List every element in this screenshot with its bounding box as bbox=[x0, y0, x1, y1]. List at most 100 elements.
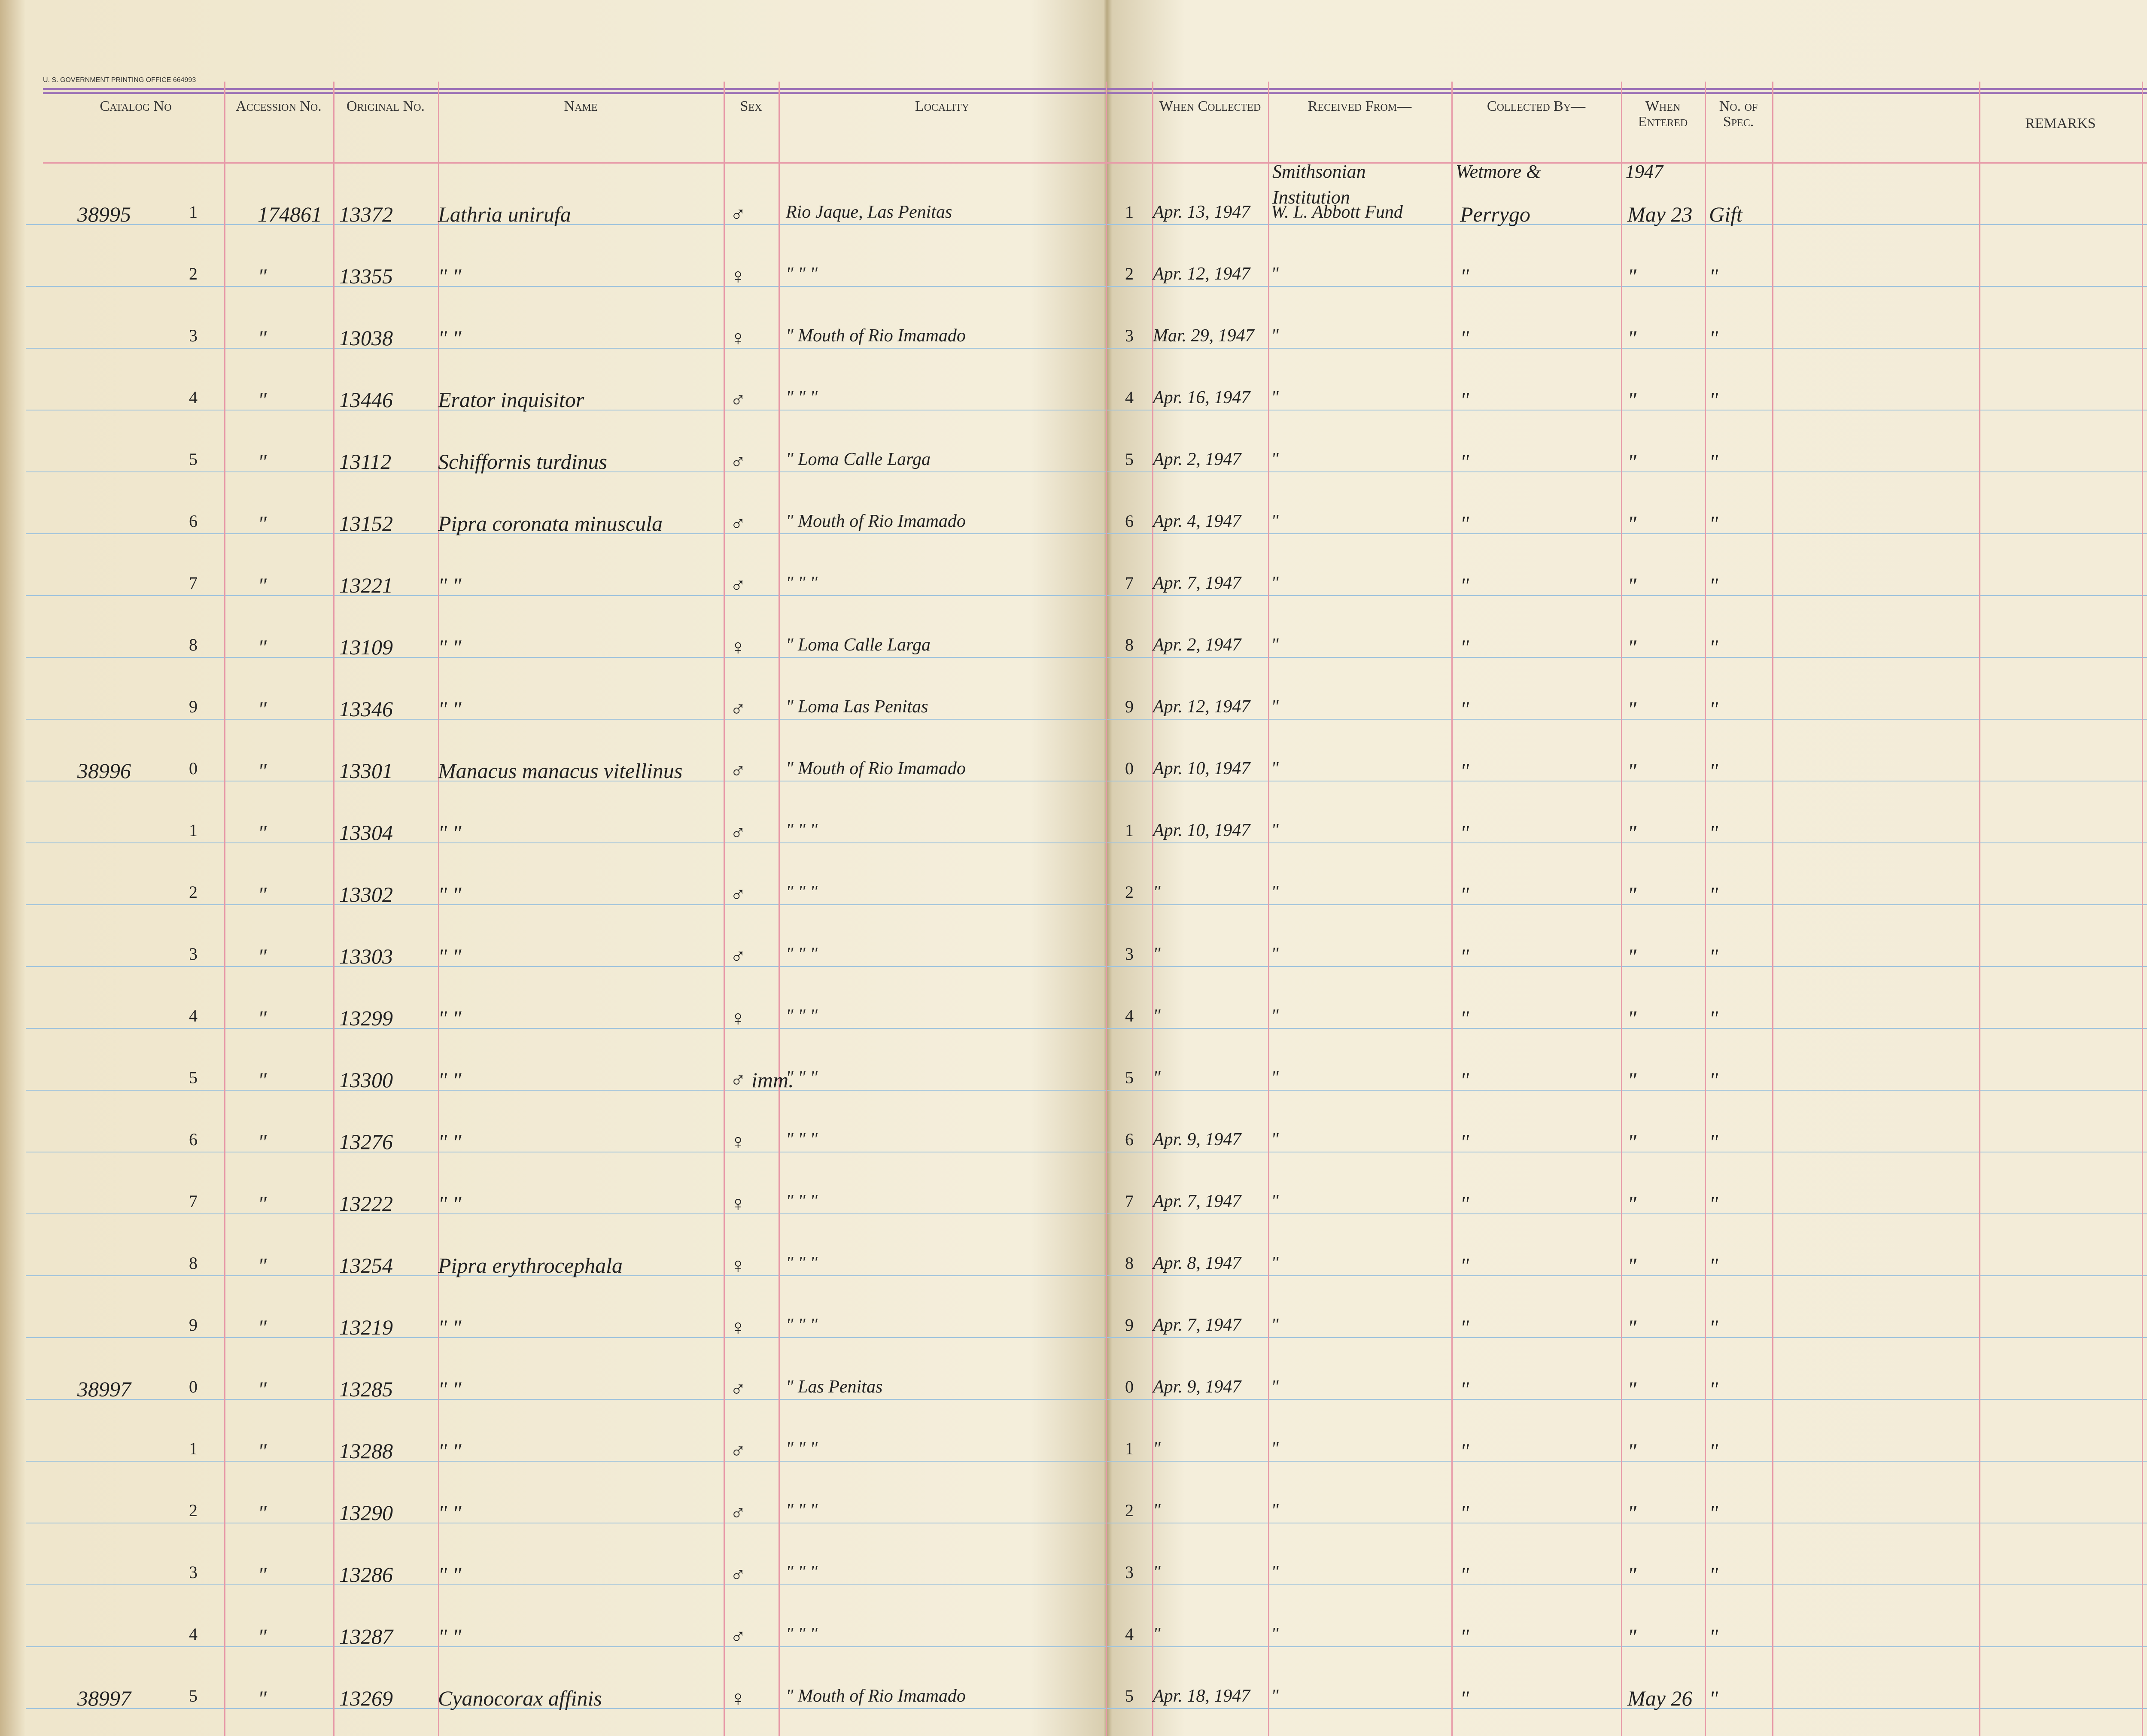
accession: " bbox=[258, 1192, 267, 1216]
collected: Apr. 7, 1947 bbox=[1153, 1192, 1241, 1211]
column-rule bbox=[724, 82, 725, 1736]
collected: Apr. 10, 1947 bbox=[1153, 821, 1250, 840]
collected: Apr. 2, 1947 bbox=[1153, 635, 1241, 655]
collected-by: " bbox=[1460, 1377, 1469, 1401]
spec: " bbox=[1709, 944, 1718, 968]
sex: ♂ bbox=[730, 821, 746, 845]
original: 13355 bbox=[339, 264, 393, 288]
received: " bbox=[1271, 326, 1279, 346]
received: " bbox=[1271, 635, 1279, 655]
locality: " " " bbox=[786, 1501, 818, 1520]
original: 13446 bbox=[339, 388, 393, 412]
digit: 4 bbox=[189, 388, 198, 407]
sex: ♂ bbox=[730, 1624, 746, 1648]
collected-by: " bbox=[1460, 1563, 1469, 1587]
collected: Apr. 9, 1947 bbox=[1153, 1377, 1241, 1397]
column-rule bbox=[1621, 82, 1622, 1736]
collected-by: " bbox=[1460, 1315, 1469, 1339]
collected: " bbox=[1153, 882, 1161, 902]
entered: " bbox=[1627, 635, 1636, 659]
collected-by: " bbox=[1460, 759, 1469, 783]
received: " bbox=[1271, 1439, 1279, 1459]
received: " bbox=[1271, 1315, 1279, 1335]
original: 13222 bbox=[339, 1192, 393, 1216]
original: 13285 bbox=[339, 1377, 393, 1401]
digit: 5 bbox=[189, 1686, 198, 1706]
original: 13287 bbox=[339, 1624, 393, 1648]
locality: " " " bbox=[786, 264, 818, 284]
collected-by: " bbox=[1460, 573, 1469, 597]
received: " bbox=[1271, 511, 1279, 531]
name: " " bbox=[438, 1501, 462, 1525]
digit: 6 bbox=[189, 1130, 198, 1149]
entered: " bbox=[1627, 821, 1636, 845]
received: " bbox=[1271, 264, 1279, 284]
collected-by: " bbox=[1460, 1130, 1469, 1154]
original: 13300 bbox=[339, 1068, 393, 1092]
column-header: No. of Spec. bbox=[1719, 98, 1758, 130]
original: 13269 bbox=[339, 1686, 393, 1710]
sex: ♂ bbox=[730, 450, 746, 474]
digit: 4 bbox=[189, 1006, 198, 1025]
received: " bbox=[1271, 1253, 1279, 1273]
collected: " bbox=[1153, 944, 1161, 964]
column-header: When Entered bbox=[1638, 98, 1688, 130]
received: " bbox=[1271, 697, 1279, 717]
collected-by: " bbox=[1460, 450, 1469, 474]
spec: " bbox=[1709, 1006, 1718, 1030]
sex: ♂ bbox=[730, 388, 746, 412]
original: 13299 bbox=[339, 1006, 393, 1030]
digit-r: 2 bbox=[1125, 1501, 1134, 1520]
spec: " bbox=[1709, 635, 1718, 659]
name: Erator inquisitor bbox=[438, 388, 584, 412]
received: " bbox=[1271, 1130, 1279, 1149]
digit: 0 bbox=[189, 759, 198, 778]
accession: " bbox=[258, 264, 267, 288]
spec: " bbox=[1709, 511, 1718, 535]
spec: " bbox=[1709, 759, 1718, 783]
sex: ♂ bbox=[730, 1377, 746, 1401]
locality: " Mouth of Rio Imamado bbox=[786, 326, 966, 346]
entered: " bbox=[1627, 1006, 1636, 1030]
entered: " bbox=[1627, 573, 1636, 597]
digit-r: 3 bbox=[1125, 326, 1134, 345]
locality: " " " bbox=[786, 1439, 818, 1459]
spec: " bbox=[1709, 1563, 1718, 1587]
received: " bbox=[1271, 1192, 1279, 1211]
column-header: Name bbox=[564, 98, 598, 114]
spec: " bbox=[1709, 450, 1718, 474]
collected: " bbox=[1153, 1006, 1161, 1026]
top-note: Wetmore & bbox=[1456, 161, 1541, 182]
original: 13038 bbox=[339, 326, 393, 350]
received: " bbox=[1271, 1068, 1279, 1088]
collected-by: " bbox=[1460, 1501, 1469, 1525]
name: Cyanocorax affinis bbox=[438, 1686, 602, 1710]
accession: " bbox=[258, 759, 267, 783]
entered: " bbox=[1627, 697, 1636, 721]
digit-r: 6 bbox=[1125, 1130, 1134, 1149]
collected: " bbox=[1153, 1563, 1161, 1582]
accession: " bbox=[258, 1439, 267, 1463]
spec: " bbox=[1709, 882, 1718, 906]
header-rule bbox=[43, 92, 2147, 94]
column-rule bbox=[1106, 82, 1107, 1736]
entered: May 23 bbox=[1627, 202, 1693, 226]
collected: " bbox=[1153, 1439, 1161, 1459]
digit: 6 bbox=[189, 511, 198, 531]
spec: " bbox=[1709, 1130, 1718, 1154]
digit-r: 9 bbox=[1125, 1315, 1134, 1335]
accession: " bbox=[258, 1130, 267, 1154]
digit: 1 bbox=[189, 821, 198, 840]
column-header: Accession No. bbox=[236, 98, 322, 114]
original: 13112 bbox=[339, 450, 392, 474]
spec: " bbox=[1709, 1624, 1718, 1648]
name: " " bbox=[438, 1006, 462, 1030]
spec: " bbox=[1709, 697, 1718, 721]
sex: ♂ bbox=[730, 697, 746, 721]
sex: ♂ bbox=[730, 882, 746, 906]
sex: ♀ bbox=[730, 1130, 746, 1154]
column-rule bbox=[1152, 82, 1153, 1736]
digit: 9 bbox=[189, 1315, 198, 1335]
column-rule bbox=[333, 82, 335, 1736]
